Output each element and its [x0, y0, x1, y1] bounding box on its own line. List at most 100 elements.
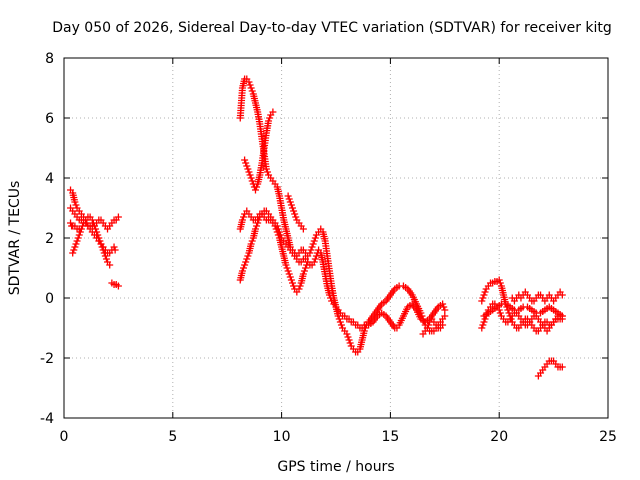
data-point-marker	[310, 237, 318, 245]
y-tick-label: 4	[45, 171, 54, 187]
data-point-marker	[98, 243, 106, 251]
data-point-marker	[558, 363, 566, 371]
data-point-marker	[75, 231, 83, 239]
data-point-marker	[110, 243, 118, 251]
series-track-b-late	[365, 300, 449, 332]
data-point-marker	[312, 252, 320, 260]
data-point-marker	[303, 261, 311, 269]
data-point-marker	[93, 228, 101, 236]
data-point-marker	[240, 213, 248, 221]
series-track-e-end	[534, 357, 566, 380]
data-point-marker	[334, 312, 342, 320]
data-point-marker	[481, 315, 489, 323]
y-tick-label: 0	[45, 291, 54, 307]
data-point-marker	[290, 282, 298, 290]
data-point-marker	[507, 315, 515, 323]
data-point-marker	[335, 315, 343, 323]
data-point-marker	[344, 333, 352, 341]
data-point-marker	[111, 246, 119, 254]
x-axis-ticks: 0 5 10 15 20 25	[60, 58, 617, 445]
data-point-marker	[308, 243, 316, 251]
series-track-d-end	[508, 288, 566, 305]
y-axis-label: SDTVAR / TECUs	[7, 181, 23, 296]
data-point-marker	[439, 300, 447, 308]
data-point-marker	[246, 171, 254, 179]
data-point-marker	[424, 321, 432, 329]
data-point-marker	[251, 186, 259, 194]
series-track-e-early	[108, 279, 122, 290]
data-point-marker	[74, 234, 82, 242]
data-point-marker	[291, 210, 299, 218]
data-point-marker	[71, 243, 79, 251]
data-point-marker	[238, 267, 246, 275]
series-track-a-end	[478, 300, 566, 335]
data-point-marker	[479, 294, 487, 302]
data-point-marker	[266, 114, 274, 122]
data-point-marker	[360, 327, 368, 335]
data-point-marker	[248, 237, 256, 245]
data-point-marker	[243, 255, 251, 263]
x-tick-label: 15	[381, 429, 399, 445]
data-point-marker	[92, 225, 100, 233]
data-point-marker	[240, 264, 248, 272]
series-track-c-mid	[236, 75, 373, 356]
data-point-marker	[72, 201, 80, 209]
data-point-marker	[71, 198, 79, 206]
series-track-e-mid	[284, 192, 307, 233]
data-point-marker	[248, 177, 256, 185]
data-point-marker	[506, 312, 514, 320]
series-track-c-late	[419, 315, 447, 338]
data-point-marker	[282, 261, 290, 269]
data-point-marker	[265, 117, 273, 125]
data-point-marker	[247, 84, 255, 92]
data-point-marker	[238, 216, 246, 224]
data-point-marker	[271, 222, 279, 230]
data-point-marker	[88, 216, 96, 224]
data-point-marker	[243, 162, 251, 170]
data-point-marker	[287, 201, 295, 209]
data-point-marker	[247, 240, 255, 248]
series-track-b-mid	[236, 207, 312, 296]
data-point-marker	[337, 321, 345, 329]
data-point-marker	[245, 78, 253, 86]
series-track-c-early	[69, 213, 114, 269]
data-point-marker	[495, 276, 503, 284]
x-tick-label: 5	[168, 429, 177, 445]
data-point-marker	[480, 291, 488, 299]
y-tick-label: -2	[40, 351, 54, 367]
data-point-marker	[505, 309, 513, 317]
series-track-d-mid	[241, 108, 277, 194]
data-point-marker	[285, 270, 293, 278]
data-point-marker	[94, 231, 102, 239]
y-tick-label: 2	[45, 231, 54, 247]
data-point-marker	[441, 312, 449, 320]
data-point-marker	[70, 246, 78, 254]
data-point-marker	[286, 198, 294, 206]
data-point-marker	[287, 276, 295, 284]
data-point-marker	[284, 267, 292, 275]
data-point-marker	[440, 303, 448, 311]
data-point-marker	[479, 321, 487, 329]
data-point-marker	[345, 336, 353, 344]
data-point-marker	[248, 87, 256, 95]
data-point-marker	[423, 324, 431, 332]
data-point-marker	[253, 222, 261, 230]
data-point-marker	[241, 261, 249, 269]
data-point-marker	[478, 324, 486, 332]
series-track-d-early	[67, 219, 83, 233]
data-point-marker	[244, 252, 252, 260]
y-tick-label: -4	[40, 411, 54, 427]
data-point-marker	[245, 168, 253, 176]
data-point-marker	[78, 222, 86, 230]
data-point-marker	[311, 255, 319, 263]
grid-lines	[64, 58, 608, 418]
data-point-marker	[300, 267, 308, 275]
data-point-marker	[89, 219, 97, 227]
data-point-marker	[284, 192, 292, 200]
data-point-marker	[290, 207, 298, 215]
data-point-marker	[496, 279, 504, 287]
x-tick-label: 10	[273, 429, 291, 445]
data-point-marker	[346, 339, 354, 347]
data-point-marker	[296, 282, 304, 290]
